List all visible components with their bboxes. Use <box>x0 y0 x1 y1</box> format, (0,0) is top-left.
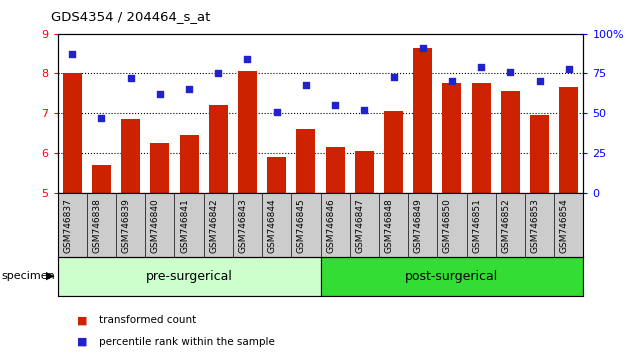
Text: GSM746840: GSM746840 <box>151 198 160 253</box>
Text: GSM746851: GSM746851 <box>472 198 481 253</box>
Bar <box>530 115 549 193</box>
Bar <box>355 151 374 193</box>
Text: GSM746850: GSM746850 <box>443 198 452 253</box>
Text: post-surgerical: post-surgerical <box>405 270 499 282</box>
Point <box>563 66 574 72</box>
Bar <box>559 87 578 193</box>
Text: GSM746846: GSM746846 <box>326 198 335 253</box>
Bar <box>326 147 345 193</box>
Point <box>476 64 487 70</box>
Point <box>359 107 369 113</box>
Point <box>242 56 253 62</box>
Point <box>301 82 311 87</box>
Bar <box>296 129 315 193</box>
Text: GSM746853: GSM746853 <box>531 198 540 253</box>
Point <box>447 79 457 84</box>
Text: GSM746848: GSM746848 <box>385 198 394 253</box>
Point <box>535 79 545 84</box>
Text: pre-surgerical: pre-surgerical <box>146 270 233 282</box>
Bar <box>63 73 82 193</box>
Text: GDS4354 / 204464_s_at: GDS4354 / 204464_s_at <box>51 10 211 23</box>
Bar <box>179 135 199 193</box>
Point <box>417 45 428 51</box>
Text: GSM746841: GSM746841 <box>180 198 189 253</box>
Point <box>184 86 194 92</box>
Bar <box>442 84 462 193</box>
Bar <box>151 143 169 193</box>
Point <box>272 109 282 115</box>
Bar <box>209 105 228 193</box>
Text: specimen: specimen <box>1 271 55 281</box>
Bar <box>384 111 403 193</box>
Text: GSM746852: GSM746852 <box>501 198 510 253</box>
Text: percentile rank within the sample: percentile rank within the sample <box>99 337 275 347</box>
Bar <box>472 84 490 193</box>
Bar <box>238 72 257 193</box>
Text: GSM746843: GSM746843 <box>238 198 247 253</box>
Bar <box>58 257 320 296</box>
Point <box>213 70 224 76</box>
Point <box>67 51 78 57</box>
Text: GSM746842: GSM746842 <box>210 198 219 253</box>
Text: GSM746837: GSM746837 <box>63 198 72 253</box>
Point <box>505 69 515 75</box>
Text: GSM746838: GSM746838 <box>92 198 101 253</box>
Text: GSM746849: GSM746849 <box>413 198 422 253</box>
Bar <box>267 157 286 193</box>
Text: transformed count: transformed count <box>99 315 197 325</box>
Text: GSM746845: GSM746845 <box>297 198 306 253</box>
Text: ■: ■ <box>77 337 87 347</box>
Text: GSM746844: GSM746844 <box>268 198 277 253</box>
Point <box>388 74 399 79</box>
Point <box>154 91 165 97</box>
Text: GSM746839: GSM746839 <box>122 198 131 253</box>
Point <box>126 75 136 81</box>
Bar <box>320 257 583 296</box>
Text: GSM746847: GSM746847 <box>355 198 364 253</box>
Text: GSM746854: GSM746854 <box>560 198 569 253</box>
Text: ■: ■ <box>77 315 87 325</box>
Bar <box>92 165 111 193</box>
Bar <box>501 91 520 193</box>
Point <box>96 115 106 121</box>
Point <box>330 103 340 108</box>
Bar <box>121 119 140 193</box>
Text: ▶: ▶ <box>46 271 54 281</box>
Bar <box>413 47 432 193</box>
